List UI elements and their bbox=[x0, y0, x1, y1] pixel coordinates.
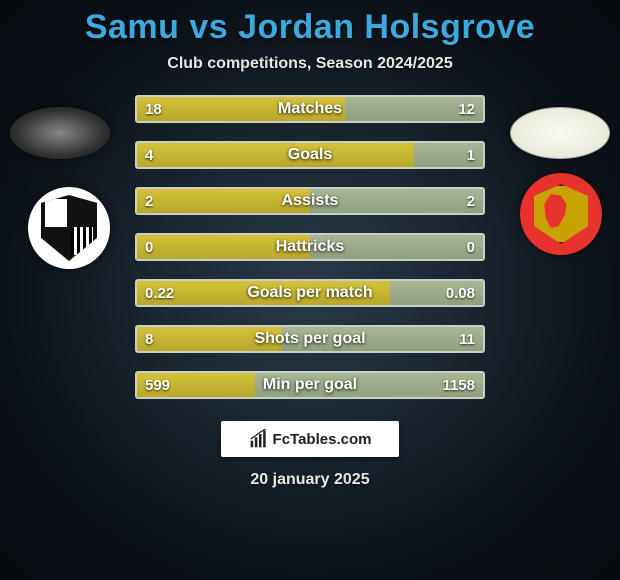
comparison-panel: 1812Matches 41Goals 22Assists 00Hattricks 0.… bbox=[0, 95, 620, 399]
subtitle: Club competitions, Season 2024/2025 bbox=[0, 55, 620, 73]
stat-row: 0.220.08Goals per match bbox=[135, 279, 485, 307]
stat-label: Min per goal bbox=[137, 376, 483, 394]
stat-row: 1812Matches bbox=[135, 95, 485, 123]
player-right-avatar bbox=[510, 107, 610, 159]
stat-label: Assists bbox=[137, 192, 483, 210]
stat-label: Goals per match bbox=[137, 284, 483, 302]
chart-icon bbox=[249, 429, 269, 449]
stat-label: Shots per goal bbox=[137, 330, 483, 348]
stat-label: Hattricks bbox=[137, 238, 483, 256]
stat-bars: 1812Matches 41Goals 22Assists 00Hattricks 0.… bbox=[135, 95, 485, 399]
footer-brand-text: FcTables.com bbox=[273, 431, 372, 448]
club-left-shield-icon bbox=[41, 195, 97, 261]
stat-label: Matches bbox=[137, 100, 483, 118]
club-left-badge bbox=[28, 187, 110, 269]
club-right-crest-icon bbox=[531, 184, 591, 244]
stat-label: Goals bbox=[137, 146, 483, 164]
stat-row: 5991158Min per goal bbox=[135, 371, 485, 399]
stat-row: 22Assists bbox=[135, 187, 485, 215]
stat-row: 00Hattricks bbox=[135, 233, 485, 261]
stat-row: 811Shots per goal bbox=[135, 325, 485, 353]
stat-row: 41Goals bbox=[135, 141, 485, 169]
player-left-avatar bbox=[10, 107, 110, 159]
page-title: Samu vs Jordan Holsgrove bbox=[0, 0, 620, 47]
footer-brand: FcTables.com bbox=[221, 421, 399, 457]
club-right-badge bbox=[520, 173, 602, 255]
date-label: 20 january 2025 bbox=[0, 471, 620, 489]
